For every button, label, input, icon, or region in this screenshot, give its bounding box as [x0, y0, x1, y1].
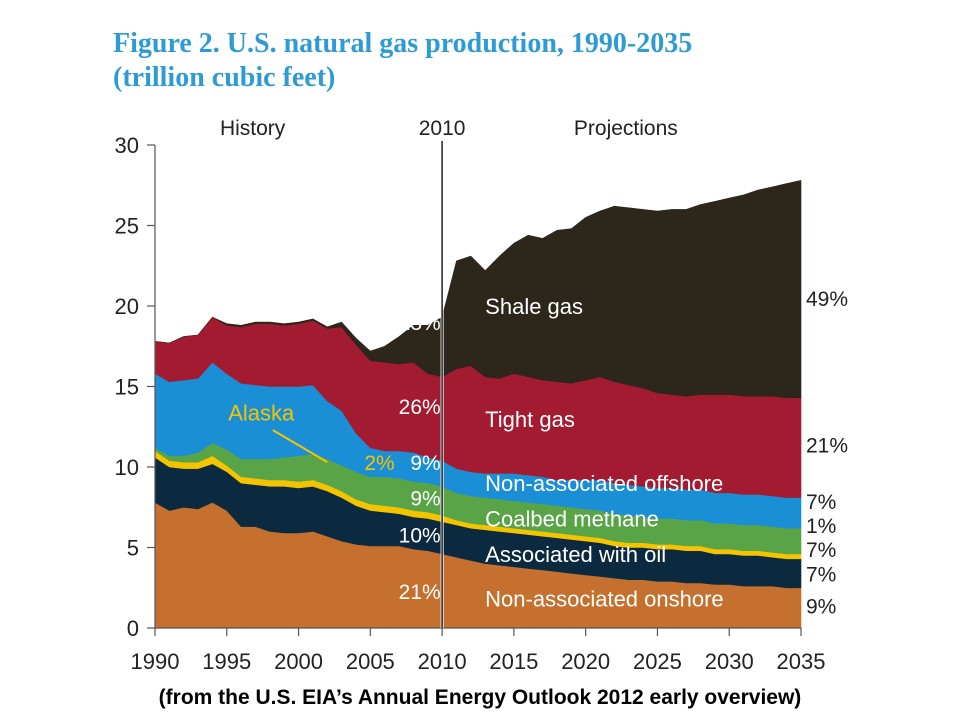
x-tick-label: 2020: [561, 649, 610, 674]
share-2010-alaska: 2%: [364, 452, 394, 475]
series-label-non-associated-onshore: Non-associated onshore: [485, 586, 723, 611]
area-series-group: [154, 180, 802, 629]
area-shale-gas: [154, 180, 802, 399]
x-tick-label: 1990: [131, 649, 180, 674]
share-2035-non-associated-offshore: 7%: [806, 491, 836, 514]
series-label-shale-gas: Shale gas: [485, 294, 583, 319]
y-tick-label: 20: [115, 294, 139, 319]
x-tick-label: 2025: [633, 649, 682, 674]
share-2010-tight-gas: 26%: [399, 396, 441, 419]
series-label-tight-gas: Tight gas: [485, 407, 575, 432]
y-tick-label: 15: [115, 375, 139, 400]
share-2010-coalbed-methane: 9%: [410, 488, 440, 511]
chart-title-line-2: (trillion cubic feet): [113, 62, 336, 93]
label-group: Shale gas Tight gas Non-associated offshor…: [228, 288, 848, 619]
series-label-alaska: Alaska: [228, 400, 295, 425]
share-2010-non-associated-offshore: 9%: [410, 452, 440, 475]
share-2035-shale-gas: 49%: [806, 288, 848, 311]
share-2035-tight-gas: 21%: [806, 435, 848, 458]
x-tick-label: 2010: [418, 649, 467, 674]
share-2010-shale-gas: 23%: [399, 312, 441, 335]
share-2035-coalbed-methane: 7%: [806, 539, 836, 562]
x-tick-label: 2005: [346, 649, 395, 674]
share-2035-associated-with-oil: 7%: [806, 563, 836, 586]
share-2035-alaska: 1%: [806, 515, 836, 538]
source-caption: (from the U.S. EIA’s Annual Energy Outlo…: [158, 686, 802, 709]
y-tick-label: 25: [115, 214, 139, 239]
chart-title-line-1: Figure 2. U.S. natural gas production, 1…: [113, 28, 693, 59]
series-label-associated-with-oil: Associated with oil: [485, 542, 666, 567]
x-tick-label: 2035: [777, 649, 826, 674]
projections-label: Projections: [574, 117, 678, 140]
x-tick-label: 2030: [705, 649, 754, 674]
share-2035-non-associated-onshore: 9%: [806, 596, 836, 619]
y-tick-label: 0: [127, 616, 139, 641]
y-tick-label: 30: [115, 133, 139, 158]
series-label-non-associated-offshore: Non-associated offshore: [485, 471, 723, 496]
divider-label: 2010: [419, 117, 466, 140]
series-label-coalbed-methane: Coalbed methane: [485, 507, 659, 532]
alaska-leader-line: [272, 429, 328, 464]
x-tick-label: 1995: [202, 649, 251, 674]
y-tick-label: 5: [127, 536, 139, 561]
history-label: History: [220, 117, 286, 140]
share-2010-non-associated-onshore: 21%: [399, 581, 441, 604]
x-tick-label: 2015: [489, 649, 538, 674]
chart-title: Figure 2. U.S. natural gas production, 1…: [113, 27, 692, 95]
y-tick-label: 10: [115, 455, 139, 480]
x-tick-label: 2000: [274, 649, 323, 674]
share-2010-associated-with-oil: 10%: [399, 525, 441, 548]
